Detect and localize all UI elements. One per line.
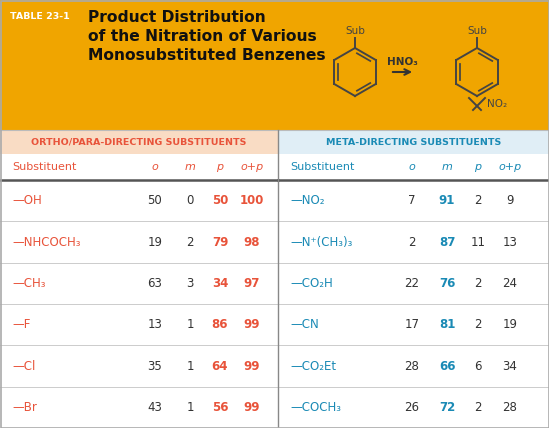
FancyBboxPatch shape	[278, 130, 549, 154]
Text: m: m	[184, 162, 195, 172]
Text: —NHCOCH₃: —NHCOCH₃	[12, 235, 81, 249]
Text: Substituent: Substituent	[290, 162, 354, 172]
Text: p: p	[474, 162, 481, 172]
Text: Sub: Sub	[467, 26, 487, 36]
Text: TABLE 23-1: TABLE 23-1	[10, 12, 70, 21]
Text: ORTHO/PARA-DIRECTING SUBSTITUENTS: ORTHO/PARA-DIRECTING SUBSTITUENTS	[31, 137, 247, 146]
Text: 24: 24	[502, 277, 518, 290]
Text: 2: 2	[474, 401, 482, 414]
Text: 43: 43	[148, 401, 163, 414]
Text: 2: 2	[408, 235, 416, 249]
Text: —CH₃: —CH₃	[12, 277, 46, 290]
Text: 64: 64	[212, 360, 228, 372]
Text: 91: 91	[439, 194, 455, 207]
Text: 3: 3	[186, 277, 194, 290]
Text: 50: 50	[212, 194, 228, 207]
Text: o: o	[408, 162, 416, 172]
Text: 34: 34	[212, 277, 228, 290]
Text: 72: 72	[439, 401, 455, 414]
Text: Product Distribution
of the Nitration of Various
Monosubstituted Benzenes: Product Distribution of the Nitration of…	[88, 10, 326, 63]
Text: 66: 66	[439, 360, 455, 372]
Text: NO₂: NO₂	[487, 99, 507, 109]
Text: 79: 79	[212, 235, 228, 249]
Text: 13: 13	[148, 318, 163, 331]
Text: —Cl: —Cl	[12, 360, 35, 372]
Text: 22: 22	[405, 277, 419, 290]
Text: —CN: —CN	[290, 318, 319, 331]
Text: 2: 2	[186, 235, 194, 249]
Text: 99: 99	[244, 360, 260, 372]
Text: 99: 99	[244, 401, 260, 414]
Text: o+p: o+p	[240, 162, 264, 172]
Text: —N⁺(CH₃)₃: —N⁺(CH₃)₃	[290, 235, 352, 249]
Text: 87: 87	[439, 235, 455, 249]
Text: 6: 6	[474, 360, 482, 372]
Text: 17: 17	[405, 318, 419, 331]
Text: 7: 7	[408, 194, 416, 207]
Text: Substituent: Substituent	[12, 162, 76, 172]
Text: HNO₃: HNO₃	[386, 57, 417, 67]
Text: Sub: Sub	[345, 26, 365, 36]
Text: 28: 28	[405, 360, 419, 372]
FancyBboxPatch shape	[0, 0, 549, 130]
Text: 98: 98	[244, 235, 260, 249]
Text: 35: 35	[148, 360, 163, 372]
Text: 76: 76	[439, 277, 455, 290]
Text: 1: 1	[186, 318, 194, 331]
Text: —CO₂Et: —CO₂Et	[290, 360, 336, 372]
Text: 2: 2	[474, 194, 482, 207]
Text: 9: 9	[506, 194, 514, 207]
Text: —CO₂H: —CO₂H	[290, 277, 333, 290]
Text: 56: 56	[212, 401, 228, 414]
Text: p: p	[216, 162, 223, 172]
FancyBboxPatch shape	[0, 130, 278, 154]
Text: 26: 26	[405, 401, 419, 414]
Text: 81: 81	[439, 318, 455, 331]
Text: 1: 1	[186, 360, 194, 372]
Text: 0: 0	[186, 194, 194, 207]
Text: 86: 86	[212, 318, 228, 331]
Text: 97: 97	[244, 277, 260, 290]
Text: 2: 2	[474, 318, 482, 331]
Text: m: m	[441, 162, 452, 172]
Text: —COCH₃: —COCH₃	[290, 401, 341, 414]
Text: o: o	[152, 162, 158, 172]
Text: —NO₂: —NO₂	[290, 194, 324, 207]
Text: 1: 1	[186, 401, 194, 414]
Text: 13: 13	[502, 235, 518, 249]
Text: —F: —F	[12, 318, 30, 331]
Text: 34: 34	[502, 360, 518, 372]
Text: 2: 2	[474, 277, 482, 290]
Text: —Br: —Br	[12, 401, 37, 414]
Text: 50: 50	[148, 194, 163, 207]
Text: o+p: o+p	[498, 162, 522, 172]
Text: 63: 63	[148, 277, 163, 290]
Text: 19: 19	[502, 318, 518, 331]
Text: —OH: —OH	[12, 194, 42, 207]
Text: META-DIRECTING SUBSTITUENTS: META-DIRECTING SUBSTITUENTS	[326, 137, 501, 146]
Text: 11: 11	[470, 235, 485, 249]
Text: 19: 19	[148, 235, 163, 249]
Text: 99: 99	[244, 318, 260, 331]
Text: 28: 28	[502, 401, 518, 414]
Text: 100: 100	[240, 194, 264, 207]
